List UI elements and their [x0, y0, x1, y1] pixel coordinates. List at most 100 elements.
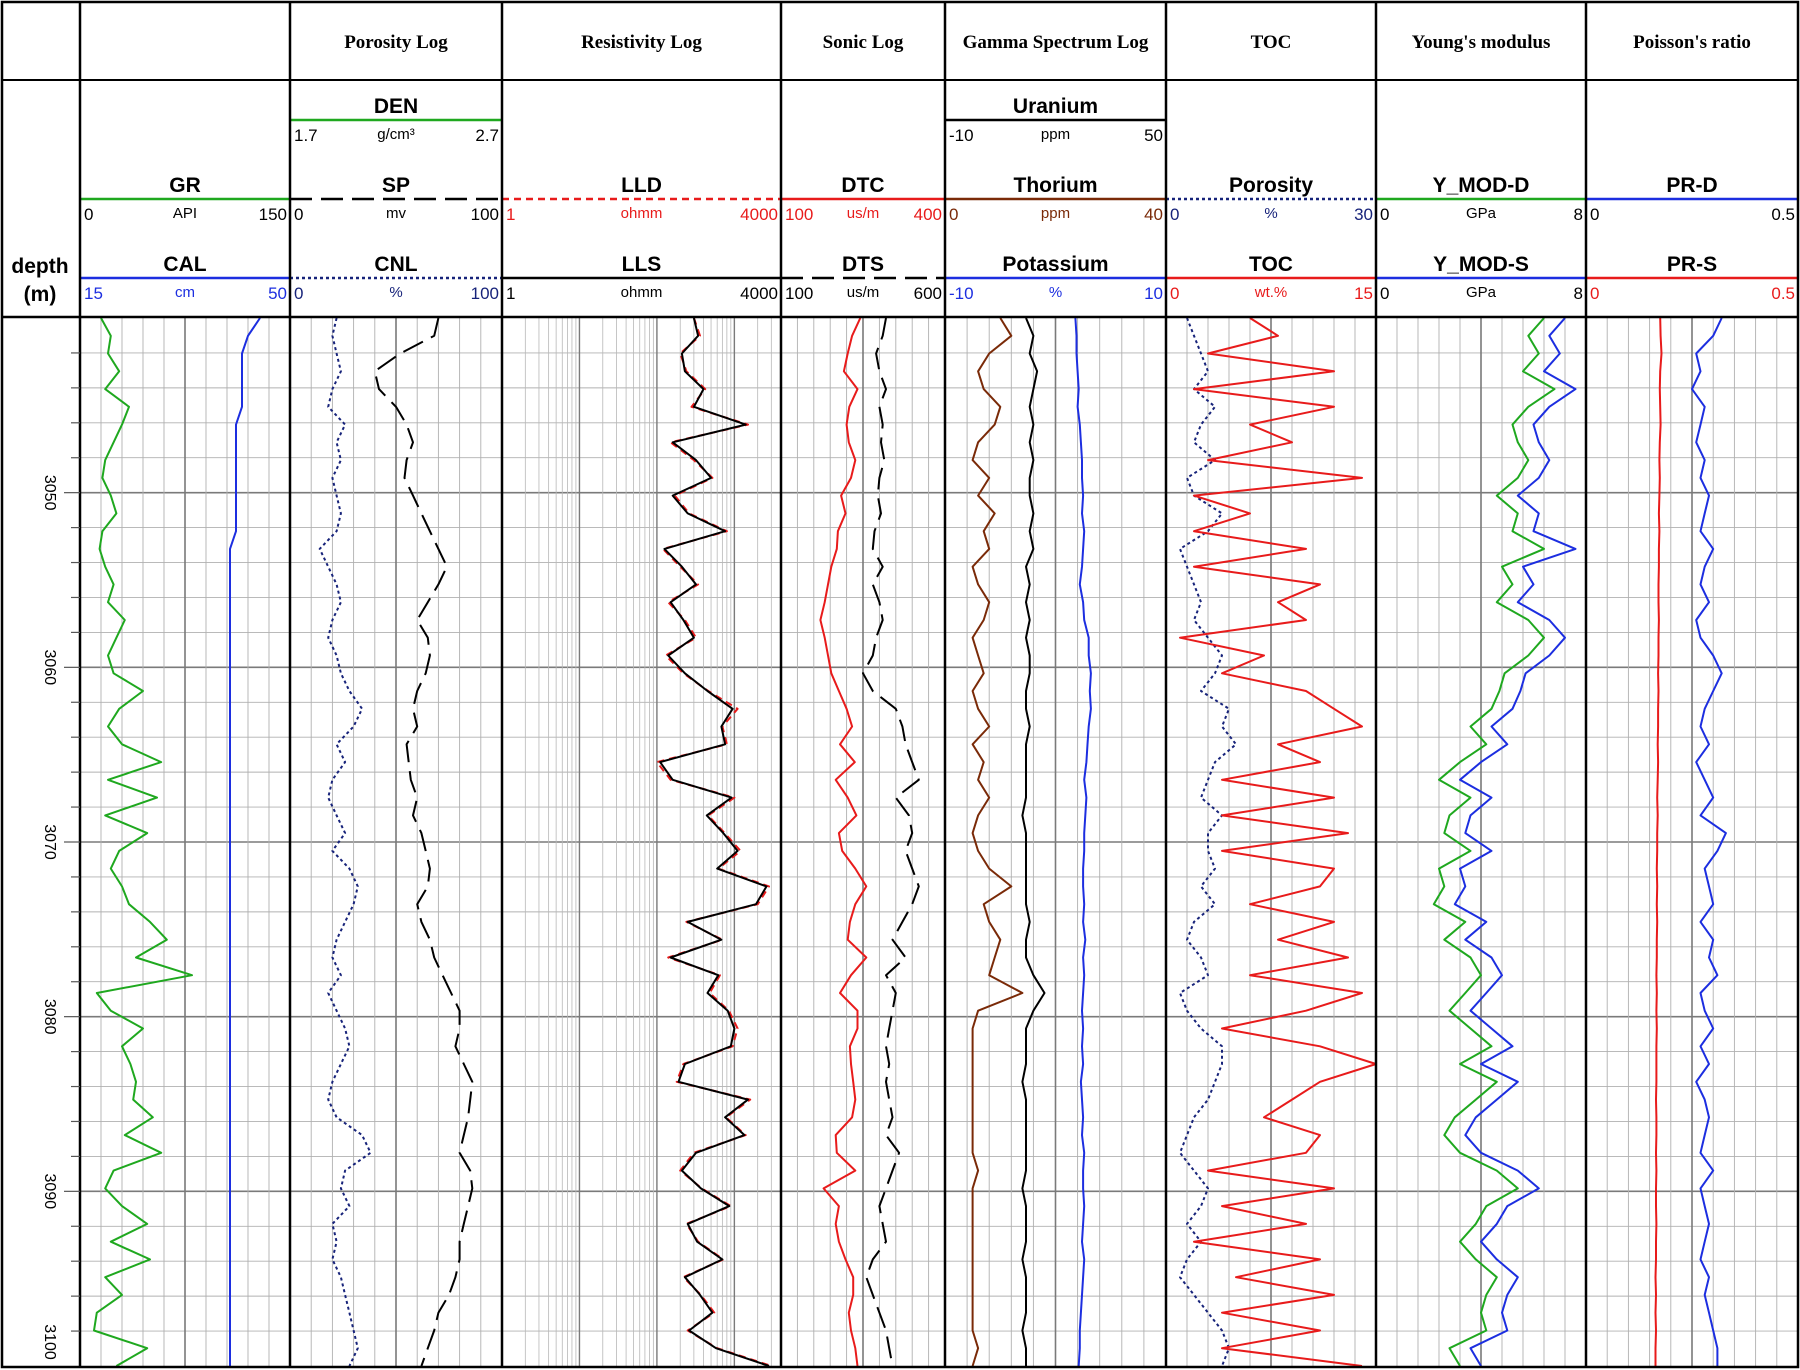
curve-cal: [229, 317, 261, 1366]
depth-tick-label: 3080: [41, 999, 58, 1035]
scale-min-label: 0: [84, 205, 93, 224]
scale-min-label: 1.7: [294, 126, 318, 145]
scale-unit-label: API: [173, 205, 197, 222]
scale-max-label: 0.5: [1771, 284, 1795, 303]
scale-max-label: 10: [1144, 284, 1163, 303]
scale-max-label: 8: [1574, 284, 1583, 303]
curve-name-label: Potassium: [1002, 253, 1108, 276]
track-title: Resistivity Log: [581, 32, 702, 53]
curve-name-label: GR: [169, 174, 201, 197]
scale-unit-label: %: [1049, 284, 1062, 301]
scale-min-label: 15: [84, 284, 103, 303]
curve-name-label: Y_MOD-S: [1433, 253, 1529, 276]
scale-max-label: 100: [471, 284, 499, 303]
curve-name-label: LLS: [622, 253, 662, 276]
depth-tick-label: 3060: [41, 650, 58, 686]
scale-min-label: 0: [1380, 205, 1389, 224]
scale-min-label: 0: [1170, 284, 1179, 303]
scale-unit-label: %: [389, 284, 402, 301]
scale-unit-label: cm: [175, 284, 195, 301]
scale-unit-label: us/m: [847, 205, 880, 222]
curve-name-label: LLD: [621, 174, 662, 197]
depth-unit-label: (m): [24, 283, 57, 306]
scale-max-label: 4000: [740, 284, 778, 303]
curve-sp: [373, 317, 474, 1367]
track-title: Porosity Log: [344, 32, 448, 53]
track-grid: [1376, 318, 1586, 1366]
scale-min-label: 100: [785, 284, 813, 303]
scale-max-label: 2.7: [475, 126, 499, 145]
scale-min-label: 0: [949, 205, 958, 224]
curve-name-label: Y_MOD-D: [1433, 174, 1530, 197]
track-grid: [945, 318, 1166, 1366]
curve-name-label: PR-S: [1667, 253, 1717, 276]
track-grid: [80, 318, 290, 1366]
scale-unit-label: ohmm: [621, 284, 663, 301]
scale-max-label: 50: [268, 284, 287, 303]
curve-dtc: [819, 317, 868, 1367]
curve-name-label: DTC: [841, 174, 884, 197]
scale-unit-label: mv: [386, 205, 406, 222]
scale-min-label: 0: [294, 284, 303, 303]
curve-name-label: PR-D: [1666, 174, 1717, 197]
curve-y-mod-s: [1453, 317, 1577, 1367]
track-grid: [502, 318, 781, 1366]
scale-min-label: 0: [294, 205, 303, 224]
track-title: Gamma Spectrum Log: [963, 32, 1149, 53]
curve-name-label: CNL: [374, 253, 417, 276]
curve-lls: [659, 317, 770, 1367]
scale-unit-label: g/cm³: [377, 126, 415, 143]
track-grid: [781, 318, 945, 1366]
curve-name-label: Thorium: [1014, 174, 1098, 197]
scale-max-label: 100: [471, 205, 499, 224]
scale-unit-label: ppm: [1041, 126, 1070, 143]
depth-tick-label: 3090: [41, 1174, 58, 1210]
curve-thorium: [971, 317, 1024, 1367]
scale-unit-label: wt.%: [1254, 284, 1288, 301]
curve-name-label: Porosity: [1229, 174, 1313, 197]
curve-pr-s: [1654, 317, 1663, 1366]
scale-max-label: 8: [1574, 205, 1583, 224]
curve-toc: [1179, 317, 1377, 1367]
scale-min-label: 0: [1590, 205, 1599, 224]
scale-min-label: -10: [949, 284, 974, 303]
scale-max-label: 50: [1144, 126, 1163, 145]
curve-y-mod-d: [1432, 317, 1556, 1367]
track-title: Sonic Log: [823, 32, 904, 53]
curve-porosity: [1179, 317, 1237, 1367]
scale-min-label: 0: [1590, 284, 1599, 303]
curve-pr-d: [1691, 317, 1727, 1366]
depth-tick-label: 3070: [41, 824, 58, 860]
depth-tick-label: 3100: [41, 1324, 58, 1360]
scale-unit-label: us/m: [847, 284, 880, 301]
scale-max-label: 30: [1354, 205, 1373, 224]
scale-unit-label: %: [1264, 205, 1277, 222]
scale-max-label: 600: [914, 284, 942, 303]
depth-header-label: depth: [11, 255, 68, 278]
depth-tick-label: 3050: [41, 475, 58, 511]
scale-min-label: 0: [1170, 205, 1179, 224]
curves: [93, 317, 1727, 1367]
curve-gr: [93, 317, 193, 1367]
curve-name-label: Uranium: [1013, 95, 1098, 118]
scale-max-label: 40: [1144, 205, 1163, 224]
curve-name-label: SP: [382, 174, 410, 197]
scale-unit-label: ppm: [1041, 205, 1070, 222]
curve-potassium: [1074, 317, 1092, 1367]
scale-min-label: 1: [506, 205, 515, 224]
scale-max-label: 400: [914, 205, 942, 224]
scale-unit-label: ohmm: [621, 205, 663, 222]
scale-min-label: 100: [785, 205, 813, 224]
curve-name-label: CAL: [163, 253, 206, 276]
track-title: TOC: [1251, 32, 1292, 53]
scale-max-label: 150: [259, 205, 287, 224]
curve-dts: [862, 317, 920, 1367]
scale-min-label: 0: [1380, 284, 1389, 303]
scale-max-label: 0.5: [1771, 205, 1795, 224]
curve-name-label: DEN: [374, 95, 418, 118]
scale-min-label: 1: [506, 284, 515, 303]
scale-max-label: 15: [1354, 284, 1373, 303]
